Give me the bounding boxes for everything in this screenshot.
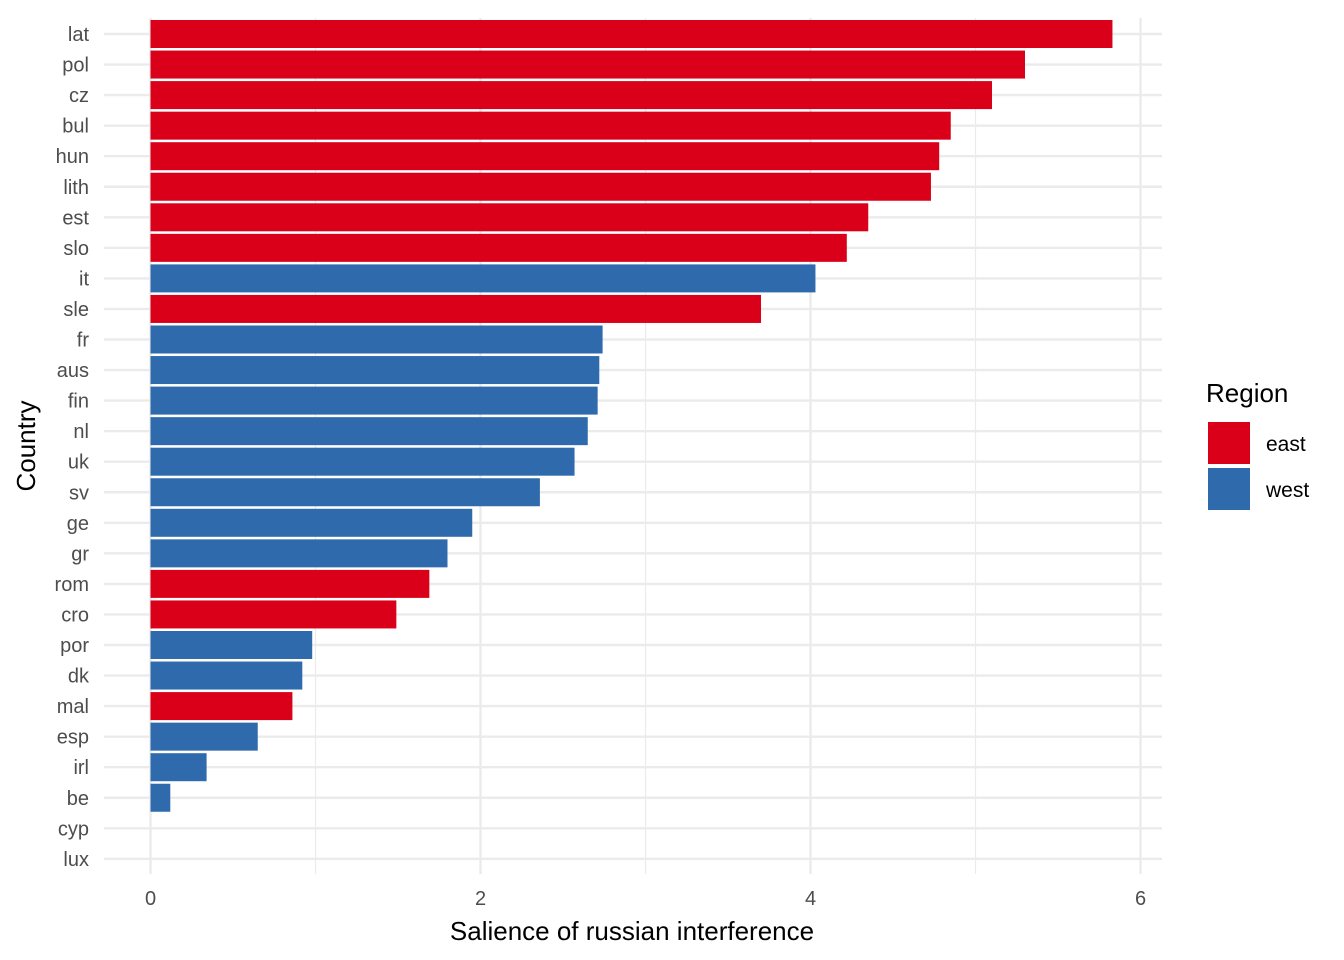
- bars: [150, 20, 1113, 812]
- bar-sv: [150, 478, 540, 507]
- bar-sle: [150, 294, 761, 323]
- bar-uk: [150, 447, 575, 476]
- bar-mal: [150, 692, 293, 721]
- y-tick-label: cro: [61, 604, 89, 626]
- bar-irl: [150, 753, 207, 782]
- y-tick-label: lux: [63, 849, 89, 871]
- bar-ge: [150, 508, 473, 537]
- bar-lith: [150, 172, 931, 201]
- x-axis-tick-labels: 0 2 4 6: [145, 888, 1146, 910]
- y-tick-label: be: [67, 788, 89, 810]
- bar-be: [150, 783, 171, 812]
- y-tick-label: lat: [68, 24, 90, 46]
- x-tick-label: 4: [805, 888, 816, 910]
- y-tick-label: esp: [57, 727, 89, 749]
- y-tick-label: fr: [77, 330, 90, 352]
- y-tick-label: mal: [57, 696, 89, 718]
- bar-pol: [150, 50, 1025, 79]
- y-tick-label: it: [79, 268, 89, 290]
- y-tick-label: irl: [73, 757, 89, 779]
- legend-label-east: east: [1266, 433, 1306, 456]
- bar-est: [150, 203, 869, 232]
- bar-fr: [150, 325, 603, 354]
- x-tick-label: 0: [145, 888, 156, 910]
- bar-bul: [150, 111, 951, 140]
- legend: Region east west: [1206, 378, 1309, 510]
- y-tick-label: cz: [69, 85, 89, 107]
- bar-rom: [150, 569, 430, 598]
- y-tick-label: dk: [68, 666, 90, 688]
- y-axis-tick-labels: lat pol cz bul hun lith est slo it sle fr aus fin nl u…: [55, 24, 90, 871]
- x-tick-label: 2: [475, 888, 486, 910]
- bar-gr: [150, 539, 448, 568]
- bar-dk: [150, 661, 303, 690]
- y-tick-label: pol: [62, 55, 89, 77]
- y-tick-label: sv: [69, 482, 89, 504]
- legend-title: Region: [1206, 378, 1288, 408]
- bar-cz: [150, 81, 992, 110]
- y-tick-label: est: [62, 207, 89, 229]
- y-tick-label: uk: [68, 452, 90, 474]
- y-tick-label: nl: [73, 421, 89, 443]
- y-tick-label: sle: [63, 299, 89, 321]
- y-tick-label: slo: [63, 238, 89, 260]
- bar-nl: [150, 417, 588, 446]
- y-tick-label: rom: [55, 574, 89, 596]
- y-tick-label: gr: [71, 543, 89, 565]
- bar-esp: [150, 722, 258, 751]
- bar-por: [150, 631, 313, 659]
- bar-it: [150, 264, 816, 293]
- bar-aus: [150, 356, 600, 385]
- bar-hun: [150, 142, 940, 171]
- y-tick-label: fin: [68, 391, 89, 413]
- y-tick-label: ge: [67, 513, 89, 535]
- legend-swatch-west: [1208, 468, 1250, 510]
- y-tick-label: lith: [63, 177, 89, 199]
- bar-fin: [150, 386, 598, 415]
- bar-cro: [150, 600, 397, 629]
- bar-lat: [150, 20, 1113, 48]
- y-tick-label: aus: [57, 360, 89, 382]
- y-axis-title: Country: [11, 400, 41, 491]
- legend-swatch-east: [1208, 422, 1250, 464]
- y-tick-label: bul: [62, 116, 89, 138]
- legend-label-west: west: [1265, 479, 1309, 502]
- x-axis-title: Salience of russian interference: [450, 916, 814, 946]
- y-tick-label: cyp: [58, 818, 89, 840]
- bar-slo: [150, 233, 847, 262]
- y-tick-label: hun: [56, 146, 89, 168]
- y-tick-label: por: [60, 635, 89, 657]
- x-tick-label: 6: [1135, 888, 1146, 910]
